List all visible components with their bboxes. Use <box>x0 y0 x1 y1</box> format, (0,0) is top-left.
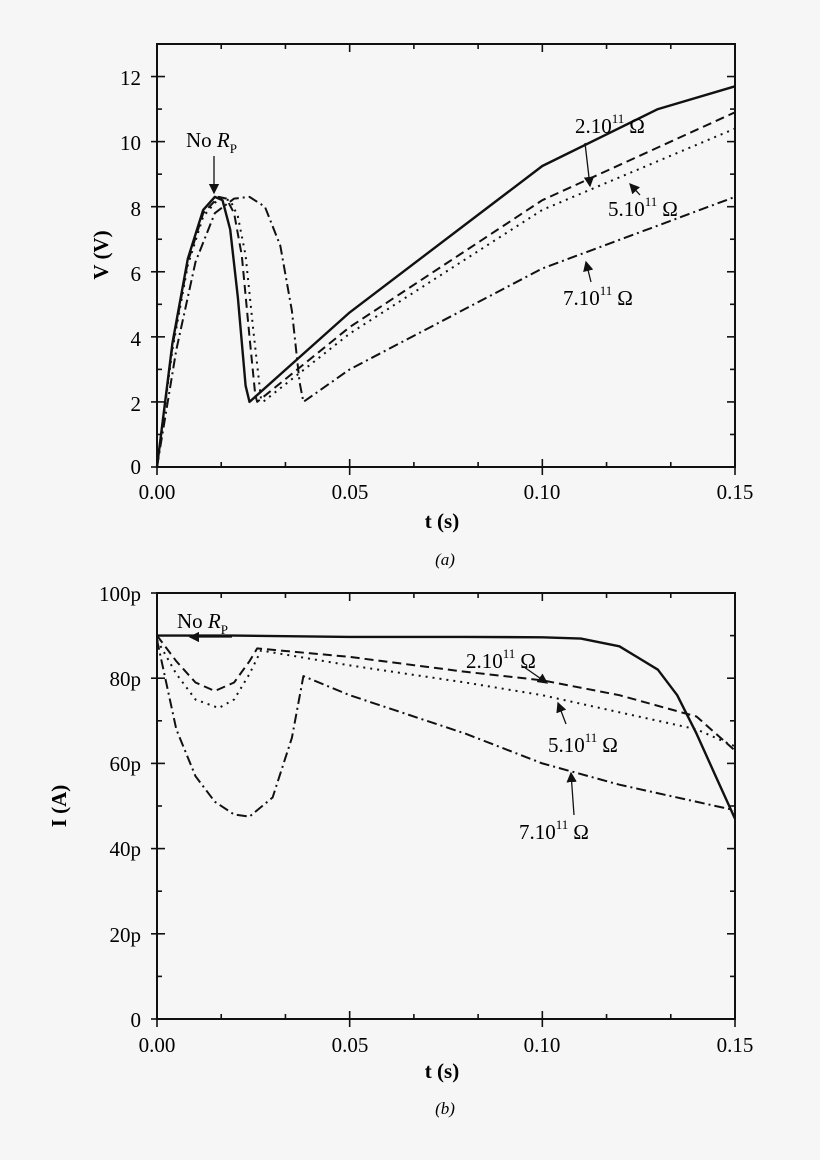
ytick-a-12: 12 <box>120 66 141 90</box>
ytick-a-10: 10 <box>120 131 141 155</box>
arrow-2e11-a <box>583 142 595 188</box>
series-line-1 <box>156 111 736 468</box>
arrow-2e11-b <box>523 666 549 684</box>
ytick-a-4: 4 <box>131 327 142 351</box>
series-line-3 <box>156 639 736 818</box>
series-line-2 <box>156 639 736 748</box>
ytick-b-100: 100p <box>99 582 141 606</box>
series-line-1 <box>156 634 736 752</box>
caption-b: (b) <box>435 1099 455 1118</box>
ytick-a-8: 8 <box>131 197 142 221</box>
annotation-5e11-a: 5.1011 Ω <box>608 194 678 221</box>
xtick-a-0: 0.00 <box>139 480 176 504</box>
ytick-a-2: 2 <box>131 392 142 416</box>
series-group-b <box>156 634 737 820</box>
series-line-2 <box>156 127 736 468</box>
ytick-a-0: 0 <box>131 455 142 479</box>
annotation-7e11-b: 7.1011 Ω <box>519 817 589 844</box>
caption-a: (a) <box>435 550 455 569</box>
arrow-7e11-b <box>566 771 577 816</box>
arrow-5e11-a <box>629 183 641 196</box>
axis-ticks-b <box>151 592 736 1027</box>
arrow-7e11-a <box>583 260 594 283</box>
annotation-2e11-a: 2.1011 Ω <box>575 111 645 138</box>
ytick-b-80: 80p <box>110 667 142 691</box>
ytick-b-20: 20p <box>110 923 142 947</box>
ylabel-b: I (A) <box>47 785 71 828</box>
annotation-no-rp-a: No RP <box>186 128 237 156</box>
arrow-5e11-b <box>556 701 567 725</box>
chart-voltage: 0 2 4 6 8 10 12 0.00 0.05 0.10 0.15 t (s… <box>89 43 754 569</box>
xtick-b-2: 0.10 <box>524 1033 561 1057</box>
series-line-0 <box>157 634 737 820</box>
xtick-a-2: 0.10 <box>524 480 561 504</box>
plot-frame-a <box>156 43 736 468</box>
xlabel-a: t (s) <box>425 509 459 533</box>
ytick-b-60: 60p <box>110 752 142 776</box>
series-group-a <box>155 85 736 468</box>
plot-frame-b <box>156 592 736 1020</box>
ytick-a-6: 6 <box>131 262 142 286</box>
xtick-a-3: 0.15 <box>717 480 754 504</box>
xtick-a-1: 0.05 <box>332 480 369 504</box>
xtick-b-1: 0.05 <box>332 1033 369 1057</box>
chart-current: 0 20p 40p 60p 80p 100p 0.00 0.05 0.10 0.… <box>47 582 753 1118</box>
ytick-b-40: 40p <box>110 837 142 861</box>
ytick-b-0: 0 <box>131 1008 142 1032</box>
annotation-7e11-a: 7.1011 Ω <box>563 283 633 310</box>
annotation-5e11-b: 5.1011 Ω <box>548 730 618 757</box>
axis-ticks-a <box>151 43 736 475</box>
ylabel-a: V (V) <box>89 230 113 279</box>
xlabel-b: t (s) <box>425 1059 459 1083</box>
annotation-no-rp-b: No RP <box>177 609 228 637</box>
series-line-3 <box>156 195 736 468</box>
xtick-b-3: 0.15 <box>717 1033 754 1057</box>
annotation-2e11-b: 2.1011 Ω <box>466 646 536 673</box>
xtick-b-0: 0.00 <box>139 1033 176 1057</box>
